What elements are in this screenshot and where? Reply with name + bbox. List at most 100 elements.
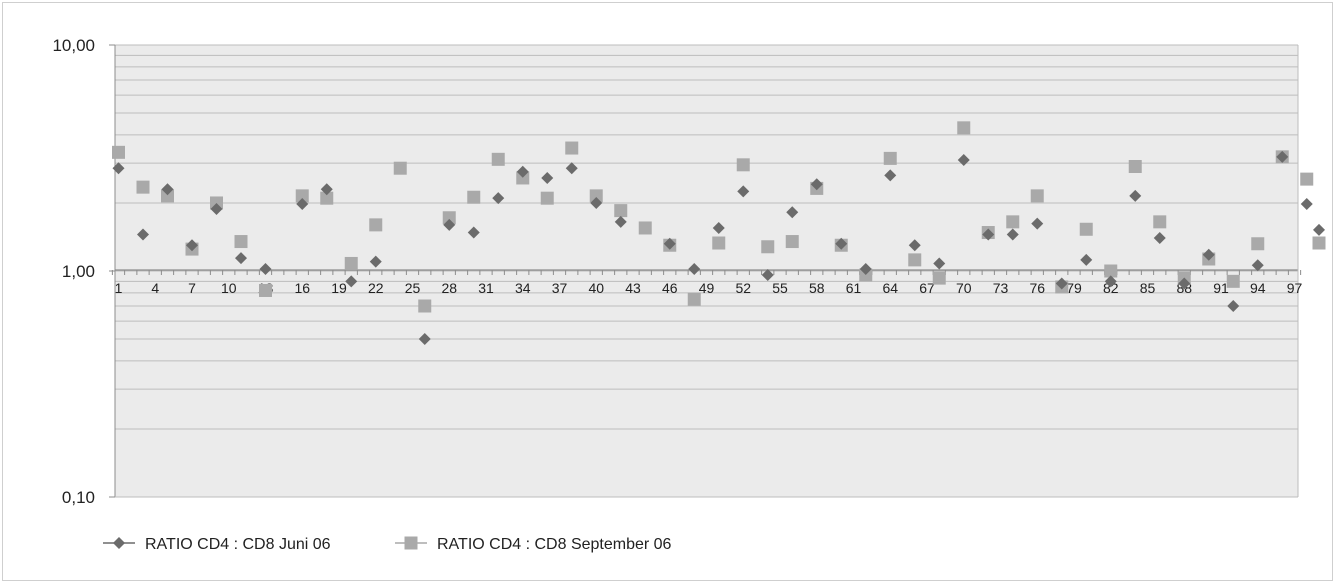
data-point-square [565,141,579,155]
data-point-diamond [467,226,480,239]
x-tick-label: 79 [1066,280,1082,296]
data-point-diamond [1031,217,1044,230]
data-point-diamond [810,178,823,191]
data-point-square [295,189,309,203]
data-point-diamond [541,171,554,184]
data-point-square [687,292,701,306]
data-point-diamond [1055,277,1068,290]
legend-label: RATIO CD4 : CD8 September 06 [437,536,672,553]
data-point-square [1226,274,1240,288]
data-point-diamond [186,239,198,252]
x-tick-label: 40 [588,280,604,296]
data-point-diamond [761,269,774,282]
data-point-diamond [786,206,799,219]
data-point-diamond [737,185,750,198]
y-tick-labels: 10,00 1,00 0,10 [52,36,95,507]
y-tick-label: 10,00 [52,36,95,55]
data-point-square [883,151,897,165]
x-tick-label: 7 [188,280,196,296]
data-point-diamond [320,183,333,196]
data-point-square [761,240,775,254]
data-point-diamond [1300,197,1313,210]
data-point-diamond [235,252,247,265]
y-tick-label: 0,10 [62,488,95,507]
x-tick-label: 25 [405,280,421,296]
data-point-square [1006,215,1020,229]
data-point-square [957,121,971,135]
data-point-square [259,283,272,297]
data-point-diamond [663,237,676,250]
data-point-diamond [1227,300,1240,313]
y-tick-label: 1,00 [62,262,95,281]
gridlines [115,44,1298,498]
data-point-square [516,171,530,185]
data-point-diamond [345,275,358,288]
x-tick-label: 28 [441,280,457,296]
data-point-square [589,189,603,203]
x-tick-label: 46 [662,280,678,296]
data-point-square [1030,189,1044,203]
data-point-diamond [1129,189,1142,202]
data-point-diamond [859,263,872,276]
data-point-square [1312,236,1326,250]
data-point-square [418,299,432,313]
data-point-diamond [296,197,309,210]
data-point-diamond [884,169,897,182]
x-tick-label: 37 [552,280,568,296]
data-point-square [932,271,946,285]
data-point-square [491,152,505,166]
x-tick-label: 82 [1103,280,1119,296]
legend-item-juni: RATIO CD4 : CD8 Juni 06 [103,536,331,553]
legend-marker [113,537,125,549]
x-tick-label: 4 [151,280,159,296]
data-point-diamond [1313,223,1325,236]
series-juni [112,150,1325,346]
data-point-square [614,204,628,218]
x-tick-label: 19 [331,280,347,296]
series-points [112,121,1326,346]
legend-label: RATIO CD4 : CD8 Juni 06 [145,536,331,553]
data-point-square [1251,237,1265,251]
x-tick-label: 85 [1140,280,1156,296]
data-point-diamond [1080,253,1093,266]
data-point-square [1079,222,1093,236]
x-tick-label: 22 [368,280,384,296]
data-point-square [442,211,456,225]
data-point-diamond [1178,277,1191,290]
data-point-diamond [1006,228,1019,241]
data-point-diamond [443,218,456,231]
data-point-diamond [1276,150,1289,163]
x-tick-label: 34 [515,280,531,296]
data-point-diamond [565,162,578,175]
data-point-square [1153,215,1167,229]
x-tick-label: 67 [919,280,935,296]
data-point-square [320,191,334,205]
data-point-square [369,218,383,232]
data-point-diamond [933,257,946,270]
data-point-square [785,235,799,249]
data-point-diamond [1153,231,1166,244]
x-tick-label: 73 [993,280,1009,296]
data-point-square [736,158,750,172]
data-point-diamond [516,165,529,178]
data-point-square [540,191,554,205]
data-point-diamond [712,221,725,234]
x-tick-label: 43 [625,280,641,296]
data-point-diamond [259,263,272,276]
data-point-diamond [957,153,970,166]
x-tick-label: 55 [772,280,788,296]
data-point-square [344,256,358,270]
data-point-diamond [112,162,125,175]
data-point-diamond [1104,275,1117,288]
x-tick-label: 52 [735,280,751,296]
data-point-square [638,221,652,235]
data-point-square [1300,172,1314,186]
data-point-diamond [210,203,223,216]
data-point-diamond [908,239,921,252]
data-point-square [908,253,922,267]
x-tick-label: 49 [699,280,715,296]
x-tick-label: 58 [809,280,825,296]
data-point-square [467,190,481,204]
data-point-diamond [137,228,149,241]
